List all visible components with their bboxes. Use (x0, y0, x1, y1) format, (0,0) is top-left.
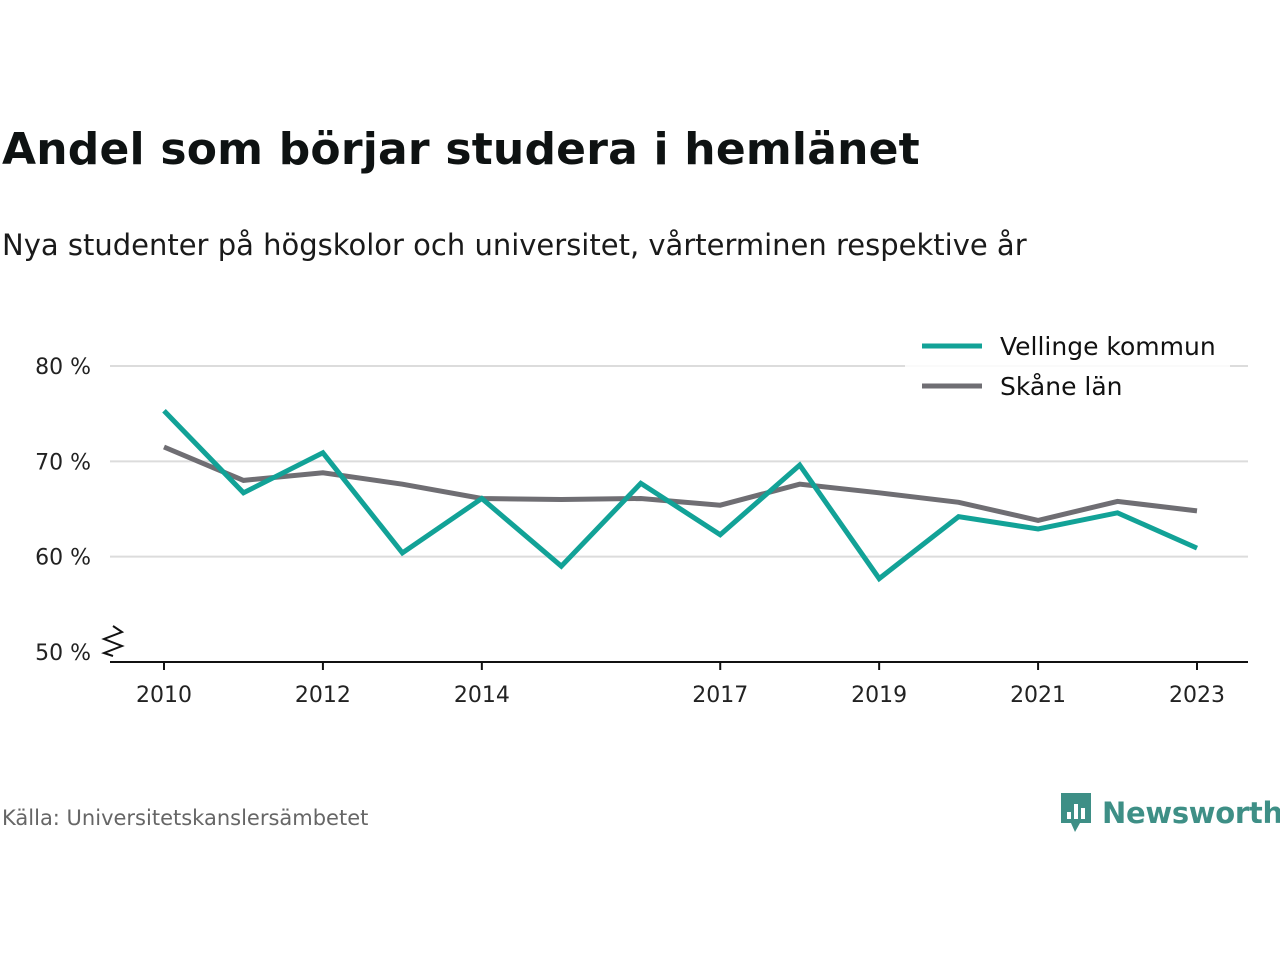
legend: Vellinge kommun Skåne län (905, 322, 1230, 408)
y-tick-label: 60 % (35, 546, 91, 571)
brand-name: Newsworthy (1102, 796, 1280, 830)
series-lines (162, 409, 1199, 583)
chart-title: Andel som börjar studera i hemlänet (2, 124, 920, 175)
series-line-skåne-län (163, 444, 1198, 523)
legend-label: Vellinge kommun (1000, 332, 1216, 361)
x-tick-label: 2019 (851, 683, 907, 708)
y-axis-ticks: 80 % 70 % 60 % 50 % (35, 355, 91, 666)
x-tick-label: 2010 (136, 683, 192, 708)
x-tick-label: 2012 (295, 683, 351, 708)
x-tick-label: 2017 (692, 683, 748, 708)
x-axis: 2010 2012 2014 2017 2019 2021 2023 (110, 661, 1248, 708)
line-chart: 80 % 70 % 60 % 50 % 2010 2012 2014 2017 2019 202… (35, 322, 1248, 708)
y-tick-label: 50 % (35, 641, 91, 666)
x-tick-label: 2021 (1010, 683, 1066, 708)
chart-subtitle: Nya studenter på högskolor och universit… (2, 228, 1027, 262)
axis-break-mark (101, 625, 125, 657)
x-tick-label: 2014 (454, 683, 510, 708)
legend-label: Skåne län (1000, 372, 1123, 401)
y-axis-break-icon (101, 625, 125, 657)
y-tick-label: 70 % (35, 450, 91, 475)
x-tick-label: 2023 (1169, 683, 1225, 708)
brand-logo: Newsworthy (1058, 790, 1280, 836)
y-tick-label: 80 % (35, 355, 91, 380)
newsworthy-logo-icon (1061, 793, 1091, 832)
source-note: Källa: Universitetskanslersämbetet (2, 806, 369, 830)
series-line-vellinge-kommun (162, 409, 1199, 583)
